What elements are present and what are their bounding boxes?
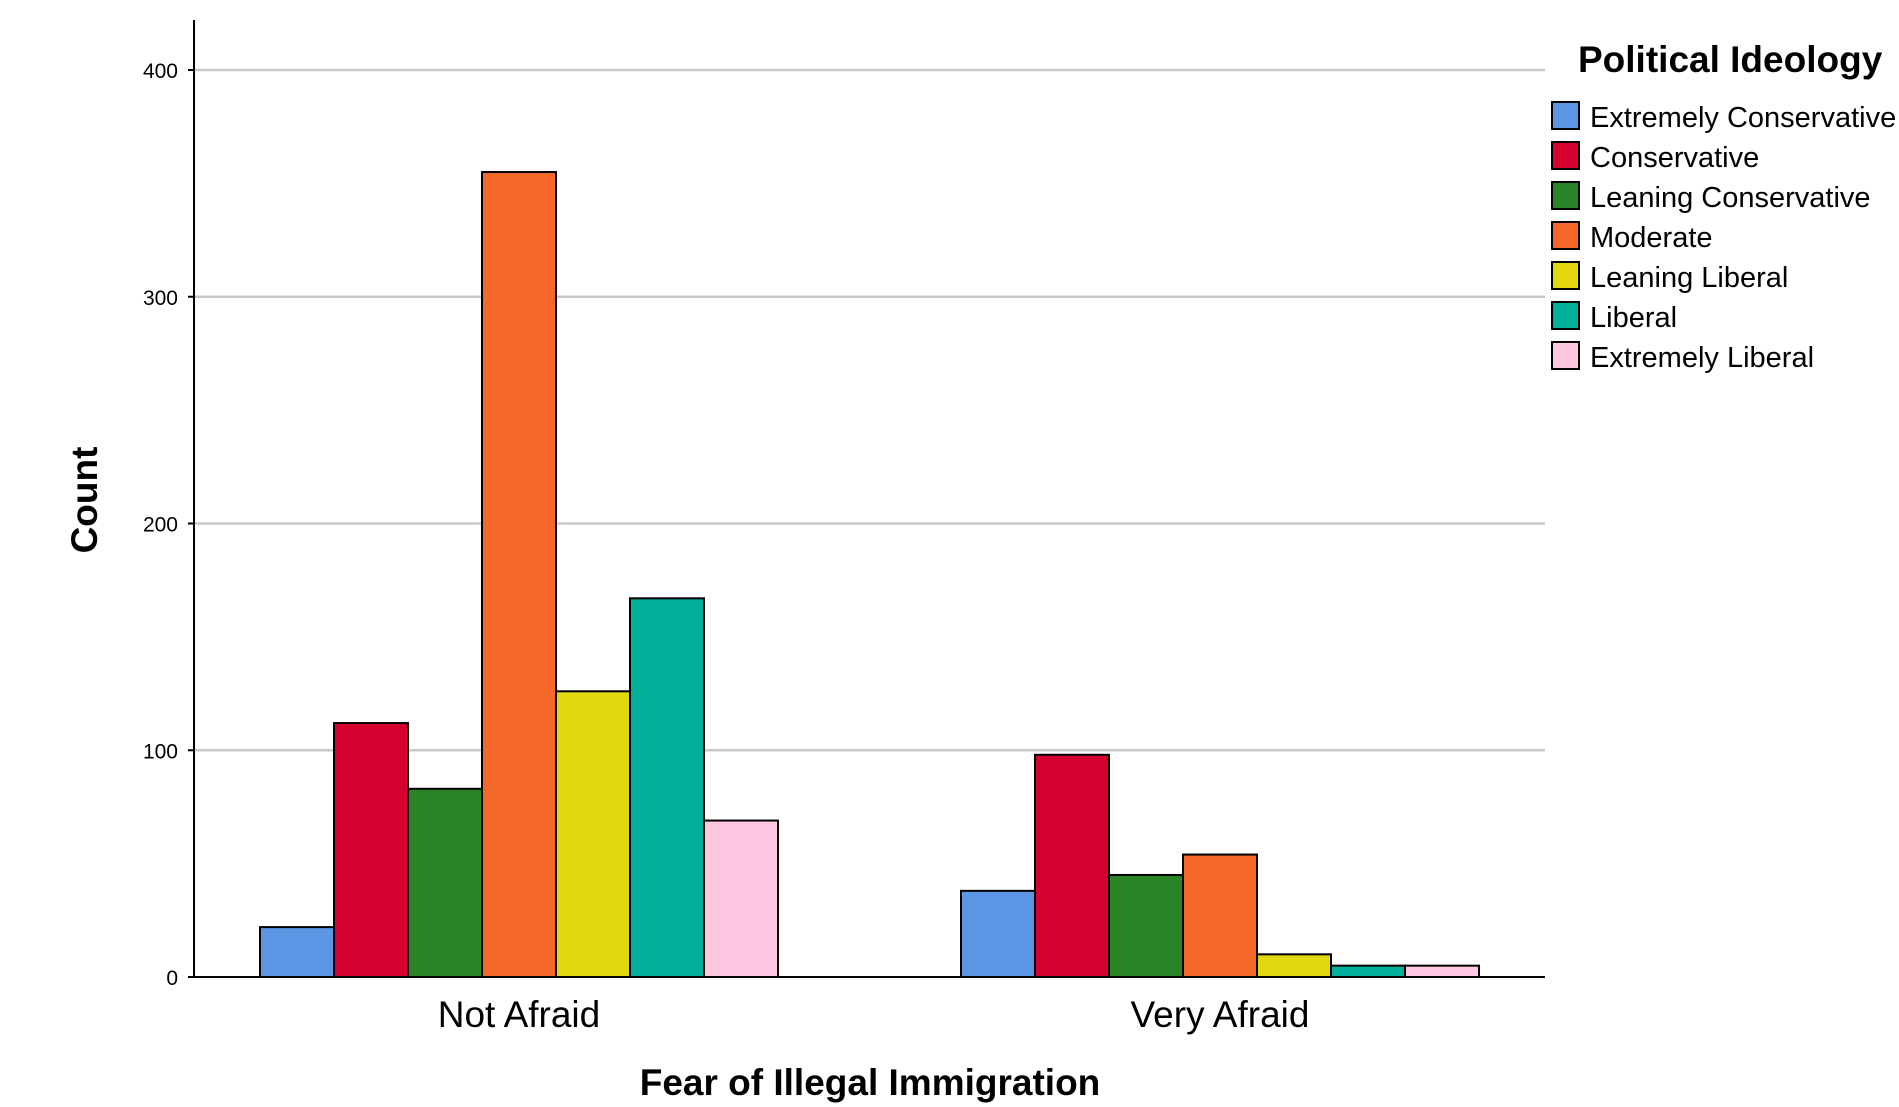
y-axis-title: Count [64,447,105,554]
legend-swatch [1551,301,1580,330]
legend-swatch [1551,221,1580,250]
x-category-label: Not Afraid [438,994,600,1035]
legend-items: Extremely Conservative Conservative Leanin… [1551,101,1896,374]
bar [481,171,557,979]
legend-label: Leaning Liberal [1590,262,1788,294]
bar [960,889,1036,979]
y-tick-label: 400 [143,60,178,83]
legend-label: Leaning Conservative [1590,182,1871,214]
bar [629,597,705,978]
legend-label: Conservative [1590,142,1759,174]
x-category-labels: Not Afraid Very Afraid [438,994,1310,1035]
legend-swatch [1551,341,1580,370]
legend-swatch [1551,181,1580,210]
legend-label: Liberal [1590,302,1677,334]
bar [1330,964,1406,978]
legend-title: Political Ideology [1578,39,1883,80]
y-tick-label: 100 [143,740,178,763]
x-axis-title: Fear of Illegal Immigration [640,1062,1101,1103]
bar [703,819,779,978]
bar [1182,853,1258,978]
y-tick-labels: 0 100 200 300 400 [143,60,194,990]
legend-swatch [1551,141,1580,170]
legend: Political Ideology Extremely Conservativ… [1551,39,1896,374]
bar [407,787,483,978]
y-tick-label: 200 [143,514,178,537]
x-category-label: Very Afraid [1131,994,1310,1035]
legend-label: Moderate [1590,222,1713,254]
bar [259,926,335,978]
y-tick-label: 300 [143,287,178,310]
legend-swatch [1551,261,1580,290]
legend-label: Extremely Liberal [1590,342,1814,374]
bar [1108,873,1184,979]
y-tick-label: 0 [166,967,178,990]
legend-swatch [1551,101,1580,130]
bar [555,690,631,978]
bar [1404,964,1480,978]
bar [1034,753,1110,978]
legend-label: Extremely Conservative [1590,102,1896,134]
bar [1256,953,1332,979]
bars [259,171,1480,979]
bar [333,722,409,978]
gridlines [194,68,1545,752]
